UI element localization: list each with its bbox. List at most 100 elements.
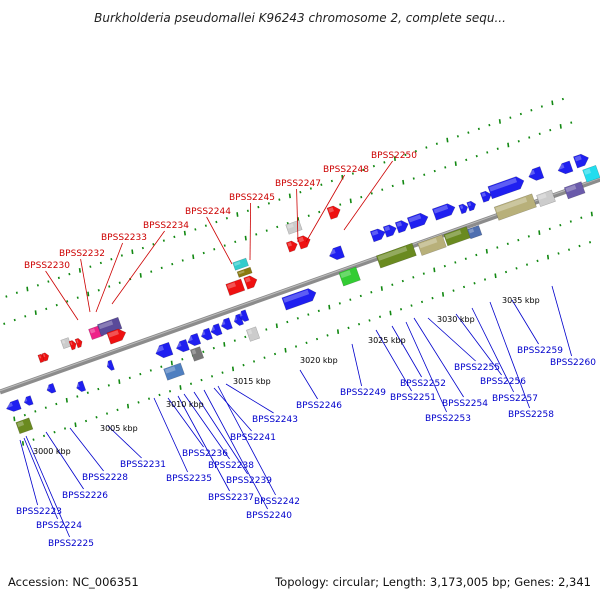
upper-gene-31[interactable] bbox=[375, 242, 417, 269]
gene-label-bpss2260[interactable]: BPSS2260 bbox=[550, 358, 596, 368]
gene-label-bpss2232[interactable]: BPSS2232 bbox=[59, 249, 105, 259]
gene-label-bpss2246[interactable]: BPSS2246 bbox=[296, 401, 342, 411]
upper-gene-34[interactable] bbox=[467, 225, 483, 240]
gene-label-bpss2230[interactable]: BPSS2230 bbox=[24, 261, 70, 271]
upper-gene-24[interactable] bbox=[466, 200, 478, 212]
lower-gene-10[interactable] bbox=[186, 332, 202, 347]
gene-label-bpss2249[interactable]: BPSS2249 bbox=[340, 388, 386, 398]
gene-label-bpss2245[interactable]: BPSS2245 bbox=[229, 193, 275, 203]
upper-gene-29[interactable] bbox=[573, 152, 590, 169]
gene-label-bpss2255[interactable]: BPSS2255 bbox=[454, 363, 500, 373]
leader-line-bpss2241 bbox=[213, 387, 252, 432]
leader-line-bpss2225 bbox=[25, 435, 70, 538]
gene-label-bpss2243[interactable]: BPSS2243 bbox=[252, 415, 298, 425]
gene-label-bpss2224[interactable]: BPSS2224 bbox=[36, 521, 82, 531]
lower-gene-3[interactable] bbox=[45, 382, 57, 394]
upper-gene-20[interactable] bbox=[394, 219, 410, 234]
upper-gene-11[interactable] bbox=[232, 257, 249, 271]
lower-gene-11[interactable] bbox=[199, 327, 213, 342]
upper-gene-21[interactable] bbox=[406, 211, 430, 230]
scale-tick-label: 3025 kbp bbox=[368, 336, 406, 345]
upper-gene-17[interactable] bbox=[327, 245, 345, 262]
upper-gene-6[interactable] bbox=[88, 324, 104, 340]
gene-label-bpss2239[interactable]: BPSS2239 bbox=[226, 476, 272, 486]
gene-label-bpss2234[interactable]: BPSS2234 bbox=[143, 221, 189, 231]
gene-label-bpss2236[interactable]: BPSS2236 bbox=[182, 449, 228, 459]
upper-gene-26[interactable] bbox=[487, 175, 526, 200]
upper-gene-18[interactable] bbox=[369, 227, 387, 243]
upper-gene-2[interactable] bbox=[41, 352, 50, 362]
gene-label-bpss2226[interactable]: BPSS2226 bbox=[62, 491, 108, 501]
upper-gene-23[interactable] bbox=[458, 203, 470, 215]
gene-label-bpss2256[interactable]: BPSS2256 bbox=[480, 377, 526, 387]
upper-gene-33[interactable] bbox=[443, 226, 471, 247]
lower-gene-4[interactable] bbox=[75, 380, 87, 393]
lower-gene-12[interactable] bbox=[209, 323, 223, 337]
lower-gene-9[interactable] bbox=[175, 339, 190, 353]
lower-gene-6[interactable] bbox=[15, 417, 34, 435]
gene-label-bpss2253[interactable]: BPSS2253 bbox=[425, 414, 471, 424]
gene-label-bpss2233[interactable]: BPSS2233 bbox=[101, 233, 147, 243]
accession-text: Accession: NC_006351 bbox=[8, 575, 139, 589]
gene-label-bpss2235[interactable]: BPSS2235 bbox=[166, 474, 212, 484]
gene-label-bpss2237[interactable]: BPSS2237 bbox=[208, 493, 254, 503]
gene-label-bpss2242[interactable]: BPSS2242 bbox=[254, 497, 300, 507]
upper-gene-4[interactable] bbox=[68, 340, 78, 351]
upper-gene-37[interactable] bbox=[563, 181, 586, 200]
gene-label-bpss2241[interactable]: BPSS2241 bbox=[230, 433, 276, 443]
lower-gene-7[interactable] bbox=[154, 341, 174, 360]
upper-gene-8[interactable] bbox=[106, 327, 128, 345]
upper-gene-28[interactable] bbox=[556, 160, 574, 176]
gene-label-bpss2254[interactable]: BPSS2254 bbox=[442, 399, 488, 409]
upper-gene-7[interactable] bbox=[96, 316, 123, 337]
upper-gene-22[interactable] bbox=[431, 202, 457, 221]
lower-gene-14[interactable] bbox=[232, 313, 244, 327]
gene-label-bpss2228[interactable]: BPSS2228 bbox=[82, 473, 128, 483]
lower-gene-15[interactable] bbox=[238, 309, 250, 323]
gene-label-bpss2238[interactable]: BPSS2238 bbox=[208, 461, 254, 471]
upper-gene-36[interactable] bbox=[536, 189, 556, 207]
upper-gene-35[interactable] bbox=[493, 193, 537, 221]
gene-label-bpss2259[interactable]: BPSS2259 bbox=[517, 346, 563, 356]
gene-label-bpss2250[interactable]: BPSS2250 bbox=[371, 151, 417, 161]
upper-gene-3[interactable] bbox=[60, 337, 72, 350]
lower-gene-2[interactable] bbox=[23, 395, 34, 407]
leader-line-bpss2226 bbox=[45, 431, 84, 490]
leader-line-bpss2233 bbox=[95, 242, 123, 313]
lower-gene-8[interactable] bbox=[163, 362, 185, 381]
upper-gene-25[interactable] bbox=[479, 190, 493, 203]
upper-gene-14[interactable] bbox=[296, 234, 312, 250]
lower-gene-5[interactable] bbox=[106, 359, 115, 371]
lower-gene-16[interactable] bbox=[189, 346, 205, 362]
gene-label-bpss2247[interactable]: BPSS2247 bbox=[275, 179, 321, 189]
upper-gene-32[interactable] bbox=[417, 234, 447, 256]
upper-gene-5[interactable] bbox=[74, 337, 84, 349]
upper-gene-12[interactable] bbox=[236, 266, 253, 278]
gene-label-bpss2258[interactable]: BPSS2258 bbox=[508, 410, 554, 420]
leader-line-bpss2234 bbox=[111, 230, 165, 305]
lower-gene-1[interactable] bbox=[5, 399, 22, 413]
gene-label-bpss2252[interactable]: BPSS2252 bbox=[400, 379, 446, 389]
upper-gene-27[interactable] bbox=[527, 166, 545, 183]
upper-gene-10[interactable] bbox=[243, 274, 259, 290]
gene-label-bpss2244[interactable]: BPSS2244 bbox=[185, 207, 231, 217]
gene-label-bpss2251[interactable]: BPSS2251 bbox=[390, 393, 436, 403]
gene-label-bpss2225[interactable]: BPSS2225 bbox=[48, 539, 94, 549]
gene-label-bpss2223[interactable]: BPSS2223 bbox=[16, 507, 62, 517]
lower-gene-19[interactable] bbox=[338, 266, 361, 287]
gene-label-bpss2248[interactable]: BPSS2248 bbox=[323, 165, 369, 175]
upper-gene-16[interactable] bbox=[326, 204, 342, 220]
gene-label-bpss2257[interactable]: BPSS2257 bbox=[492, 394, 538, 404]
lower-gene-13[interactable] bbox=[219, 317, 233, 332]
gene-label-bpss2231[interactable]: BPSS2231 bbox=[120, 460, 166, 470]
lower-gene-17[interactable] bbox=[245, 326, 261, 342]
leader-line-bpss2239 bbox=[193, 391, 248, 475]
upper-gene-19[interactable] bbox=[382, 223, 398, 238]
upper-gene-9[interactable] bbox=[225, 278, 246, 296]
upper-gene-30[interactable] bbox=[582, 164, 600, 183]
leader-line-bpss2250 bbox=[343, 160, 393, 231]
upper-gene-13[interactable] bbox=[285, 239, 299, 253]
leader-line-bpss2228 bbox=[69, 427, 104, 472]
gene-label-bpss2240[interactable]: BPSS2240 bbox=[246, 511, 292, 521]
lower-gene-18[interactable] bbox=[281, 287, 318, 311]
